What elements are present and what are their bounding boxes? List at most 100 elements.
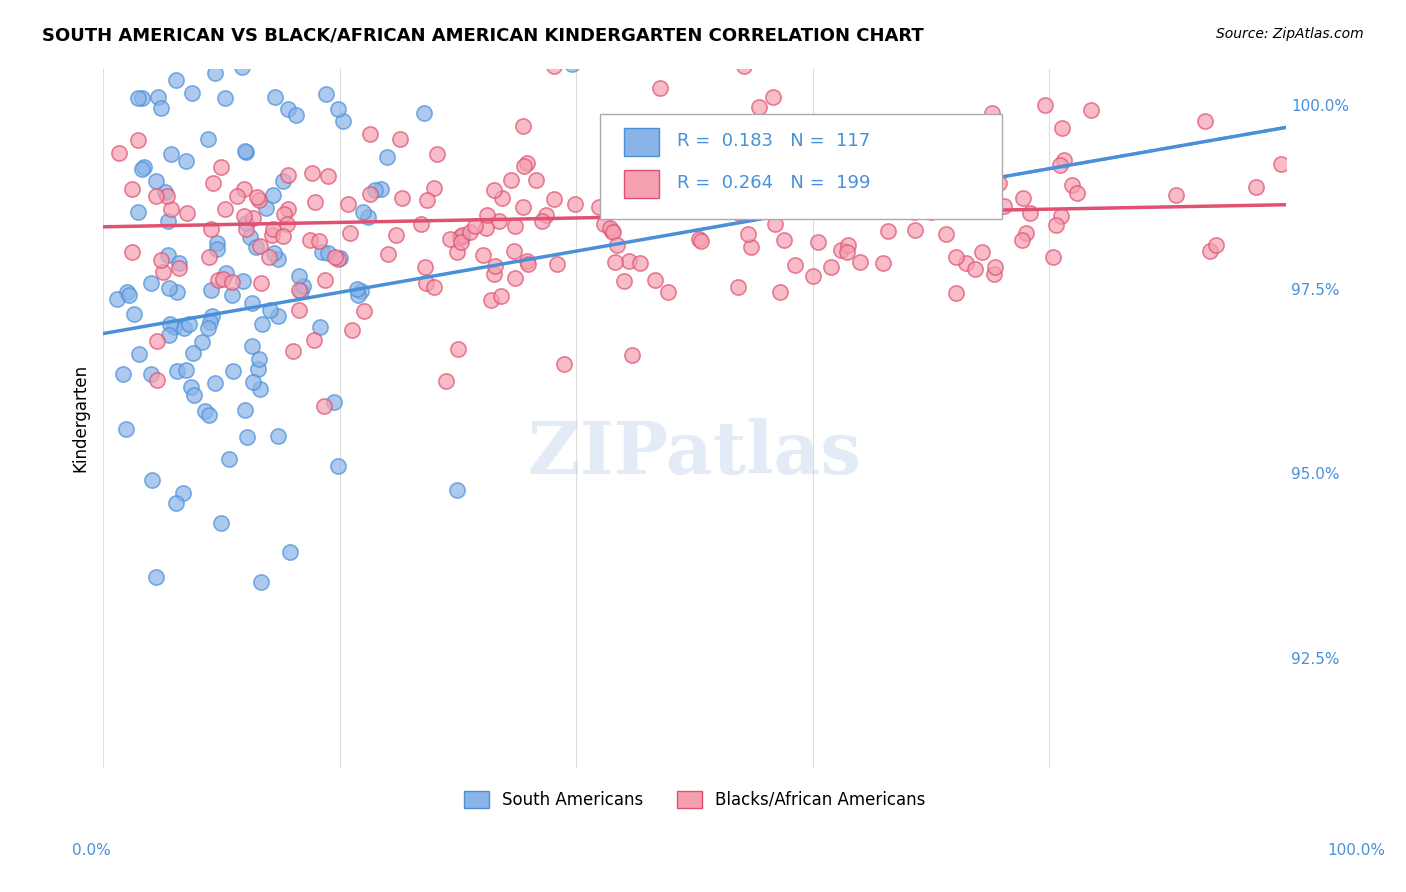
Point xyxy=(215,266,238,280)
Point xyxy=(288,268,311,283)
Point xyxy=(451,228,474,243)
Point xyxy=(1045,218,1067,232)
Point xyxy=(226,188,249,202)
Point xyxy=(516,254,538,268)
Point xyxy=(650,81,672,95)
Point xyxy=(688,231,710,245)
Point xyxy=(179,317,201,331)
Point xyxy=(628,256,651,270)
Point xyxy=(600,224,623,238)
Point xyxy=(458,225,481,239)
Point xyxy=(315,87,337,101)
Point xyxy=(350,284,373,298)
Point xyxy=(291,278,314,293)
Point xyxy=(772,233,794,247)
Point xyxy=(127,133,149,147)
Point xyxy=(450,235,472,249)
Point xyxy=(157,281,180,295)
Point xyxy=(912,174,935,188)
Point xyxy=(491,289,513,303)
Point xyxy=(247,362,270,376)
Point xyxy=(316,169,339,183)
Point xyxy=(503,271,526,285)
Point xyxy=(945,285,967,300)
Point xyxy=(194,404,217,418)
Point xyxy=(491,191,513,205)
Point xyxy=(301,166,323,180)
Point xyxy=(426,147,449,161)
Point xyxy=(740,239,762,253)
Point xyxy=(127,204,149,219)
Point xyxy=(984,260,1007,275)
Point xyxy=(803,268,825,283)
Point xyxy=(391,191,413,205)
Point xyxy=(173,321,195,335)
Point xyxy=(250,317,273,331)
Point xyxy=(141,473,163,487)
Point xyxy=(276,217,298,231)
Point xyxy=(873,168,896,182)
Point xyxy=(831,200,853,214)
Point xyxy=(517,257,540,271)
Point xyxy=(201,310,224,324)
Text: 0.0%: 0.0% xyxy=(72,843,111,858)
Point xyxy=(564,196,586,211)
Text: ZIPatlas: ZIPatlas xyxy=(527,417,862,489)
Point xyxy=(613,274,636,288)
Point xyxy=(543,59,565,73)
Point xyxy=(197,320,219,334)
Point xyxy=(434,374,457,388)
Point xyxy=(207,273,229,287)
Point xyxy=(163,320,186,334)
Point xyxy=(903,204,925,219)
Point xyxy=(218,452,240,467)
Bar xyxy=(624,170,659,198)
Point xyxy=(730,173,752,187)
Point xyxy=(118,288,141,302)
Point xyxy=(156,247,179,261)
Point xyxy=(218,0,240,12)
Point xyxy=(121,244,143,259)
Point xyxy=(955,256,977,270)
Point xyxy=(267,309,290,323)
Point xyxy=(364,183,387,197)
Point xyxy=(146,373,169,387)
Point xyxy=(484,259,506,273)
Point xyxy=(748,100,770,114)
Point xyxy=(413,260,436,274)
Point xyxy=(359,128,381,142)
Point xyxy=(249,239,271,253)
Point xyxy=(105,292,128,306)
Point xyxy=(849,254,872,268)
Point xyxy=(953,188,976,202)
Point xyxy=(267,252,290,267)
Point xyxy=(983,267,1005,281)
Point xyxy=(450,230,472,244)
Point xyxy=(718,165,741,179)
Point xyxy=(157,328,180,343)
Point xyxy=(145,189,167,203)
Point xyxy=(908,183,931,197)
Point xyxy=(945,250,967,264)
Point xyxy=(166,285,188,299)
Point xyxy=(336,196,359,211)
Point xyxy=(290,284,312,298)
Point xyxy=(606,238,628,252)
Point xyxy=(385,227,408,242)
Point xyxy=(768,285,790,299)
Point xyxy=(908,196,931,211)
Point xyxy=(221,288,243,302)
Point xyxy=(904,223,927,237)
Point xyxy=(314,273,336,287)
Point xyxy=(370,182,392,196)
Point xyxy=(141,276,163,290)
Point xyxy=(1049,158,1071,172)
Point xyxy=(727,206,749,220)
Point xyxy=(242,211,264,226)
Point xyxy=(240,295,263,310)
Point xyxy=(332,113,354,128)
Point xyxy=(602,225,624,239)
Point xyxy=(246,190,269,204)
Point xyxy=(235,145,257,159)
Point xyxy=(446,244,468,259)
